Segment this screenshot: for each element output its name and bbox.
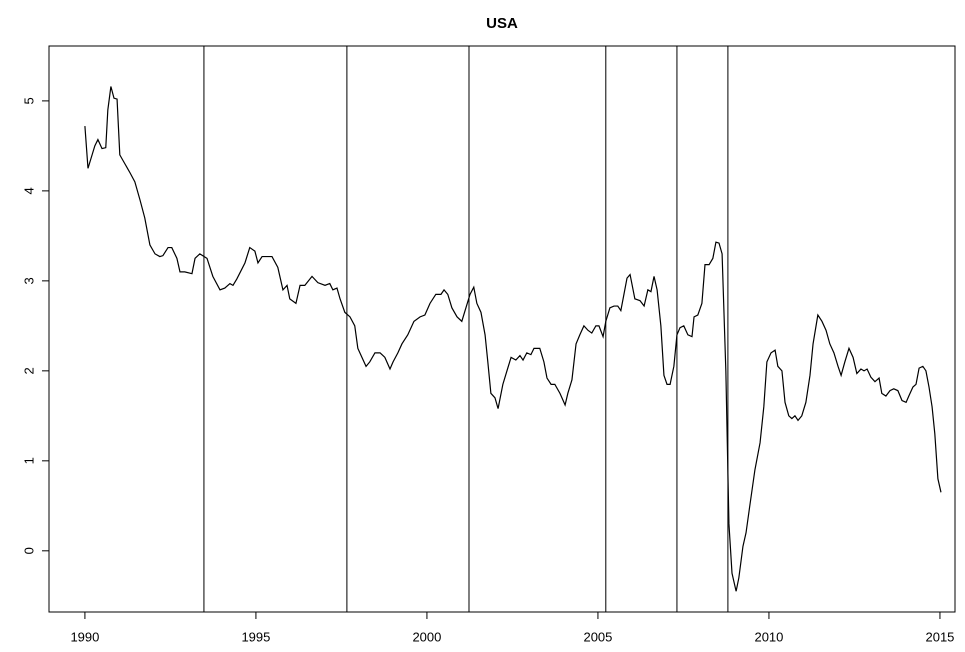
series-line <box>84 86 942 592</box>
x-tick-label: 2005 <box>583 629 612 644</box>
x-tick-label: 1990 <box>70 629 99 644</box>
x-tick-label: 2000 <box>412 629 441 644</box>
y-tick-label: 0 <box>21 547 36 554</box>
x-tick-label: 2010 <box>754 629 783 644</box>
chart-title: USA <box>486 15 518 32</box>
x-tick-label: 2015 <box>925 629 954 644</box>
y-tick-label: 5 <box>21 97 36 104</box>
y-tick-label: 2 <box>21 367 36 374</box>
y-tick-label: 1 <box>21 457 36 464</box>
y-tick-label: 3 <box>21 277 36 284</box>
plot-frame <box>48 45 956 613</box>
y-tick-label: 4 <box>21 187 36 194</box>
x-tick-label: 1995 <box>241 629 270 644</box>
